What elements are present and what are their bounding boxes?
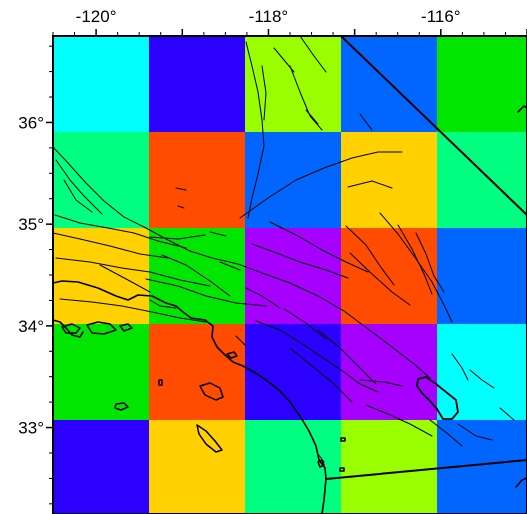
- grid-cell: [149, 132, 245, 228]
- y-tick-label: 33°: [18, 419, 44, 438]
- grid-cell: [53, 420, 149, 514]
- y-axis-tick-labels: 36° 35° 34° 33°: [18, 113, 44, 437]
- grid-cell: [437, 36, 527, 132]
- grid-cell: [437, 132, 527, 228]
- x-axis-tick-labels: -120° -118° -116°: [76, 7, 461, 26]
- x-tick-label: -116°: [421, 7, 461, 26]
- grid-cell: [245, 132, 341, 228]
- grid-cell: [53, 324, 149, 420]
- coastline: [52, 280, 327, 514]
- small-feature: [339, 467, 345, 472]
- fault-lines: [52, 35, 515, 463]
- grid-cell: [341, 420, 437, 514]
- salton-sea: [416, 376, 459, 420]
- x-tick-label: -120°: [76, 7, 117, 26]
- grid-cell: [437, 324, 527, 420]
- grid-cell: [245, 420, 341, 514]
- channel-island: [199, 382, 224, 401]
- y-tick-label: 36°: [18, 113, 44, 132]
- small-feature: [515, 477, 527, 488]
- channel-island: [119, 323, 133, 332]
- state-border-line: [340, 35, 527, 216]
- grid-cell: [341, 132, 437, 228]
- grid-cell: [149, 36, 245, 132]
- grid-cell: [149, 324, 245, 420]
- x-tick-label: -118°: [249, 7, 289, 26]
- small-feature: [340, 437, 346, 442]
- y-tick-label: 34°: [18, 317, 44, 336]
- small-feature: [226, 351, 238, 359]
- grid-cell: [341, 324, 437, 420]
- channel-island: [196, 424, 223, 453]
- small-feature: [317, 459, 325, 468]
- coastline: [52, 319, 84, 338]
- minor-ticks: [46, 29, 527, 505]
- grid-cell: [53, 228, 149, 324]
- channel-island: [158, 379, 163, 386]
- international-border-line: [325, 459, 527, 480]
- grid-cell: [245, 228, 341, 324]
- colored-grid: [53, 36, 527, 514]
- fault-and-coastline-layer: [52, 35, 527, 514]
- grid-cell: [53, 132, 149, 228]
- grid-cell: [245, 324, 341, 420]
- grid-cell: [149, 420, 245, 514]
- channel-island: [114, 402, 129, 411]
- grid-cell: [53, 36, 149, 132]
- y-tick-label: 35°: [18, 215, 44, 234]
- grid-cell: [245, 36, 341, 132]
- grid-cell: [341, 228, 437, 324]
- channel-island: [61, 323, 81, 334]
- channel-island: [86, 321, 117, 335]
- grid-cell: [437, 228, 527, 324]
